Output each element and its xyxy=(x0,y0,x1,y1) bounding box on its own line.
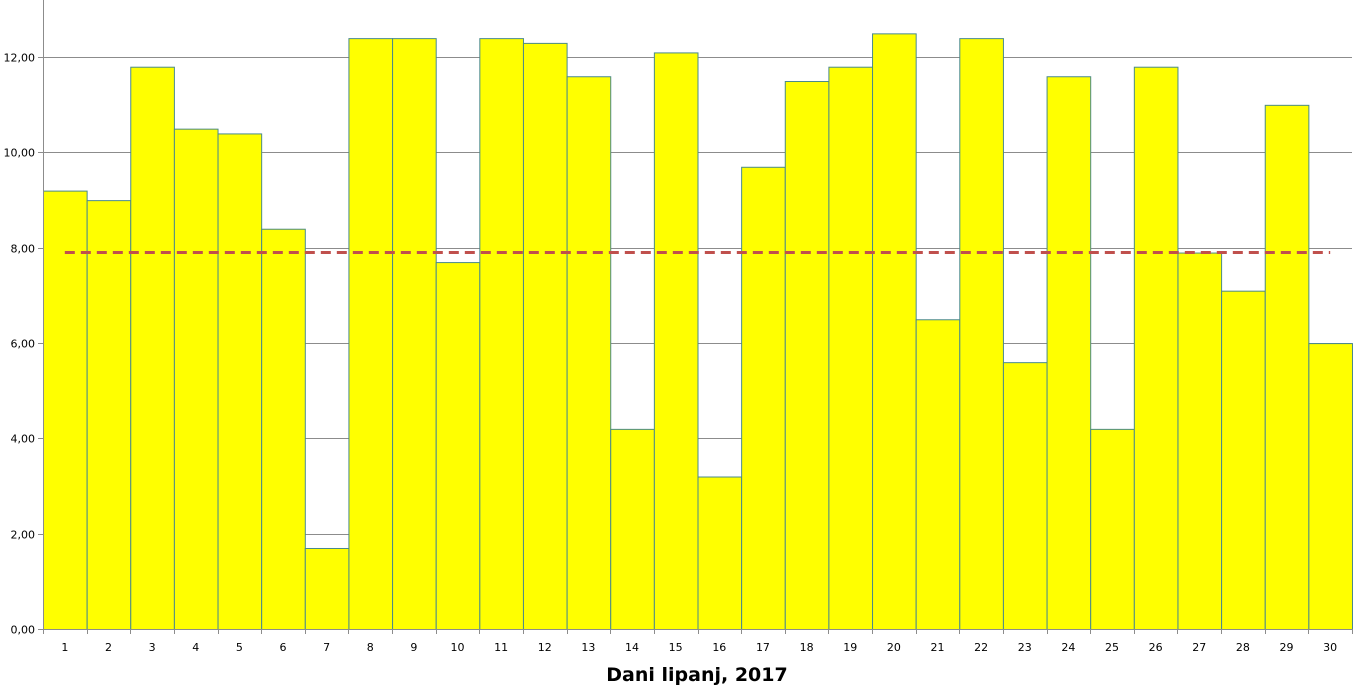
x-tick-label: 21 xyxy=(930,641,944,654)
x-tick-label: 6 xyxy=(279,641,286,654)
bar-day-25 xyxy=(1090,428,1135,631)
x-tick-label: 24 xyxy=(1061,641,1075,654)
x-tick-label: 4 xyxy=(192,641,199,654)
x-tick-label: 17 xyxy=(756,641,770,654)
x-tick-label: 22 xyxy=(974,641,988,654)
axes xyxy=(38,0,1353,634)
x-tick-label: 10 xyxy=(451,641,465,654)
x-tick-label: 27 xyxy=(1192,641,1206,654)
bar-day-20 xyxy=(872,33,917,630)
x-tick-label: 23 xyxy=(1018,641,1032,654)
bar-day-9 xyxy=(392,38,437,630)
bar-day-13 xyxy=(566,76,612,630)
x-tick-label: 28 xyxy=(1236,641,1250,654)
y-tick-label: 12,00 xyxy=(4,52,36,65)
bar-day-30 xyxy=(1308,343,1354,630)
bar-day-27 xyxy=(1177,252,1223,630)
x-tick-label: 3 xyxy=(149,641,156,654)
bar-day-14 xyxy=(610,428,655,631)
x-tick-label: 12 xyxy=(538,641,552,654)
bar-day-12 xyxy=(522,42,568,631)
bar-day-26 xyxy=(1133,66,1179,631)
x-tick-label: 11 xyxy=(494,641,508,654)
x-tick-label: 13 xyxy=(581,641,595,654)
bar-day-3 xyxy=(130,66,175,631)
y-tick-label: 2,00 xyxy=(11,529,36,542)
x-axis-title: Dani lipanj, 2017 xyxy=(606,664,787,686)
bar-day-24 xyxy=(1046,76,1092,630)
bar-day-11 xyxy=(479,38,524,630)
x-tick-labels: 1 2 3 4 5 6 7 8 9 10 11 12 13 14 15 16 17 18 19 20 21 22 23 24 2… xyxy=(61,641,1337,654)
bar-day-29 xyxy=(1264,104,1310,631)
bar-day-4 xyxy=(173,128,219,630)
y-tick-label: 8,00 xyxy=(11,243,36,256)
x-tick-label: 25 xyxy=(1105,641,1119,654)
y-tick-labels: 0,00 2,00 4,00 6,00 8,00 10,00 12,00 xyxy=(4,52,36,637)
x-tick-label: 8 xyxy=(367,641,374,654)
bar-day-22 xyxy=(959,38,1004,630)
x-tick-label: 5 xyxy=(236,641,243,654)
x-tick-label: 30 xyxy=(1323,641,1337,654)
x-tick-label: 1 xyxy=(61,641,68,654)
bar-day-2 xyxy=(86,200,132,631)
bar-day-19 xyxy=(828,66,874,631)
x-tick-label: 29 xyxy=(1280,641,1294,654)
x-tick-label: 14 xyxy=(625,641,639,654)
x-tick-label: 9 xyxy=(410,641,417,654)
x-tick-label: 18 xyxy=(800,641,814,654)
x-tick-label: 15 xyxy=(669,641,683,654)
bar-day-28 xyxy=(1221,290,1266,630)
bar-day-16 xyxy=(697,476,743,630)
x-tick-label: 19 xyxy=(843,641,857,654)
x-tick-label: 16 xyxy=(712,641,726,654)
x-tick-label: 7 xyxy=(323,641,330,654)
bar-day-23 xyxy=(1002,362,1048,630)
bar-day-8 xyxy=(348,38,394,630)
bar-day-1 xyxy=(43,190,88,631)
bar-day-18 xyxy=(784,81,830,631)
bar-day-21 xyxy=(915,319,961,630)
x-tick-label: 26 xyxy=(1149,641,1163,654)
bar-day-5 xyxy=(217,133,263,630)
y-tick-label: 6,00 xyxy=(11,338,36,351)
y-tick-label: 0,00 xyxy=(11,624,36,637)
bar-day-10 xyxy=(435,262,481,630)
bar-day-6 xyxy=(261,228,306,631)
y-tick-label: 10,00 xyxy=(4,147,36,160)
x-tick-label: 20 xyxy=(887,641,901,654)
bar-day-7 xyxy=(304,547,350,631)
bar-day-15 xyxy=(653,52,699,630)
bars xyxy=(43,33,1354,631)
bar-day-17 xyxy=(741,166,786,630)
y-tick-label: 4,00 xyxy=(11,433,36,446)
x-tick-label: 2 xyxy=(105,641,112,654)
